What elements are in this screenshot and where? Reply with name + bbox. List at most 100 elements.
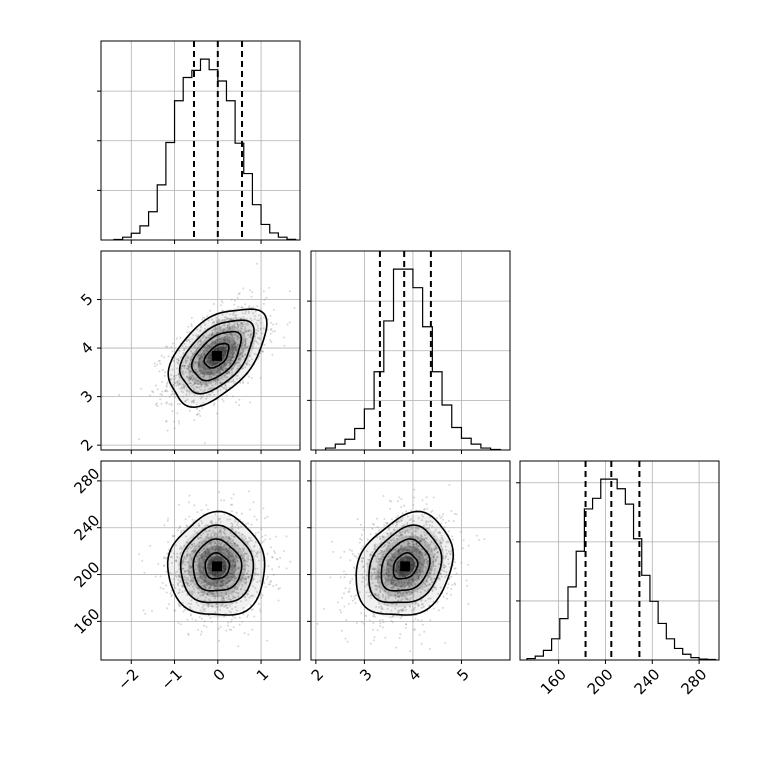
sample-point	[395, 602, 398, 605]
sample-point	[188, 565, 191, 567]
sample-point	[226, 324, 229, 327]
sample-point	[194, 360, 196, 363]
sample-point	[388, 565, 391, 568]
sample-point	[243, 331, 246, 334]
sample-point	[231, 576, 234, 579]
sample-point	[163, 564, 166, 567]
sample-point	[178, 383, 181, 385]
sample-point	[379, 535, 381, 538]
sample-point	[165, 420, 168, 423]
sample-point	[209, 356, 212, 359]
sample-point	[443, 570, 445, 573]
sample-point	[216, 587, 219, 590]
sample-point	[412, 566, 415, 568]
sample-point	[418, 568, 421, 571]
x-tick-label: −1	[157, 665, 185, 693]
sample-point	[256, 581, 259, 583]
sample-point	[403, 548, 405, 551]
sample-point	[391, 560, 394, 562]
sample-point	[409, 556, 412, 559]
sample-point	[396, 520, 399, 523]
sample-point	[177, 622, 180, 624]
sample-point	[420, 642, 423, 645]
sample-point	[279, 556, 282, 559]
sample-point	[212, 595, 215, 598]
sample-point	[444, 576, 447, 578]
sample-point	[225, 394, 228, 397]
sample-point	[259, 548, 262, 550]
sample-point	[199, 571, 202, 574]
sample-point	[351, 599, 354, 602]
sample-point	[208, 387, 211, 390]
sample-point	[184, 358, 187, 361]
sample-point	[214, 576, 217, 579]
sample-point	[339, 611, 342, 614]
sample-point	[193, 394, 196, 397]
sample-point	[257, 357, 260, 360]
sample-point	[237, 567, 240, 570]
sample-point	[161, 381, 164, 383]
sample-point	[169, 378, 172, 381]
sample-point	[220, 537, 223, 540]
sample-point	[371, 573, 374, 576]
sample-point	[176, 556, 179, 559]
sample-point	[207, 582, 210, 585]
sample-point	[215, 545, 218, 548]
sample-point	[189, 370, 192, 373]
sample-point	[221, 344, 224, 347]
sample-point	[244, 581, 247, 584]
sample-point	[425, 503, 428, 506]
sample-point	[207, 388, 210, 391]
sample-point	[377, 553, 380, 556]
sample-point	[374, 543, 377, 546]
sample-point	[412, 620, 415, 623]
sample-point	[209, 361, 212, 364]
sample-point	[182, 370, 185, 373]
sample-point	[230, 549, 233, 552]
sample-point	[175, 374, 178, 377]
sample-point	[138, 553, 141, 556]
sample-point	[178, 422, 180, 425]
sample-point	[255, 551, 258, 554]
sample-point	[411, 549, 414, 552]
sample-point	[222, 596, 225, 599]
sample-point	[226, 346, 228, 349]
axes-frame	[100, 250, 301, 451]
sample-point	[414, 548, 417, 551]
sample-point	[192, 579, 195, 582]
sample-point	[208, 530, 210, 533]
sample-point	[195, 370, 198, 373]
sample-point	[285, 535, 288, 538]
sample-point	[417, 578, 420, 581]
x-tick-label: 4	[405, 665, 424, 684]
sample-point	[244, 559, 247, 562]
sample-point	[385, 532, 388, 535]
sample-point	[195, 568, 198, 571]
sample-point	[406, 548, 408, 551]
sample-point	[377, 606, 380, 609]
sample-point	[221, 381, 224, 384]
sample-point	[212, 404, 215, 406]
sample-point	[176, 570, 179, 573]
sample-point	[400, 506, 403, 508]
sample-point	[374, 545, 377, 548]
sample-point	[259, 610, 262, 613]
sample-point	[219, 545, 222, 548]
sample-point	[206, 344, 209, 347]
sample-point	[219, 625, 222, 628]
sample-point	[206, 372, 209, 374]
sample-point	[366, 562, 369, 564]
sample-point	[388, 595, 391, 598]
sample-point	[211, 372, 214, 375]
sample-point	[235, 588, 238, 591]
sample-point	[403, 572, 406, 575]
sample-point	[230, 361, 233, 364]
sample-point	[243, 596, 246, 599]
sample-point	[384, 569, 387, 572]
sample-point	[220, 366, 223, 369]
sample-point	[438, 514, 441, 517]
sample-point	[208, 354, 211, 357]
sample-point	[409, 650, 412, 653]
sample-point	[211, 384, 214, 387]
sample-point	[275, 558, 278, 560]
